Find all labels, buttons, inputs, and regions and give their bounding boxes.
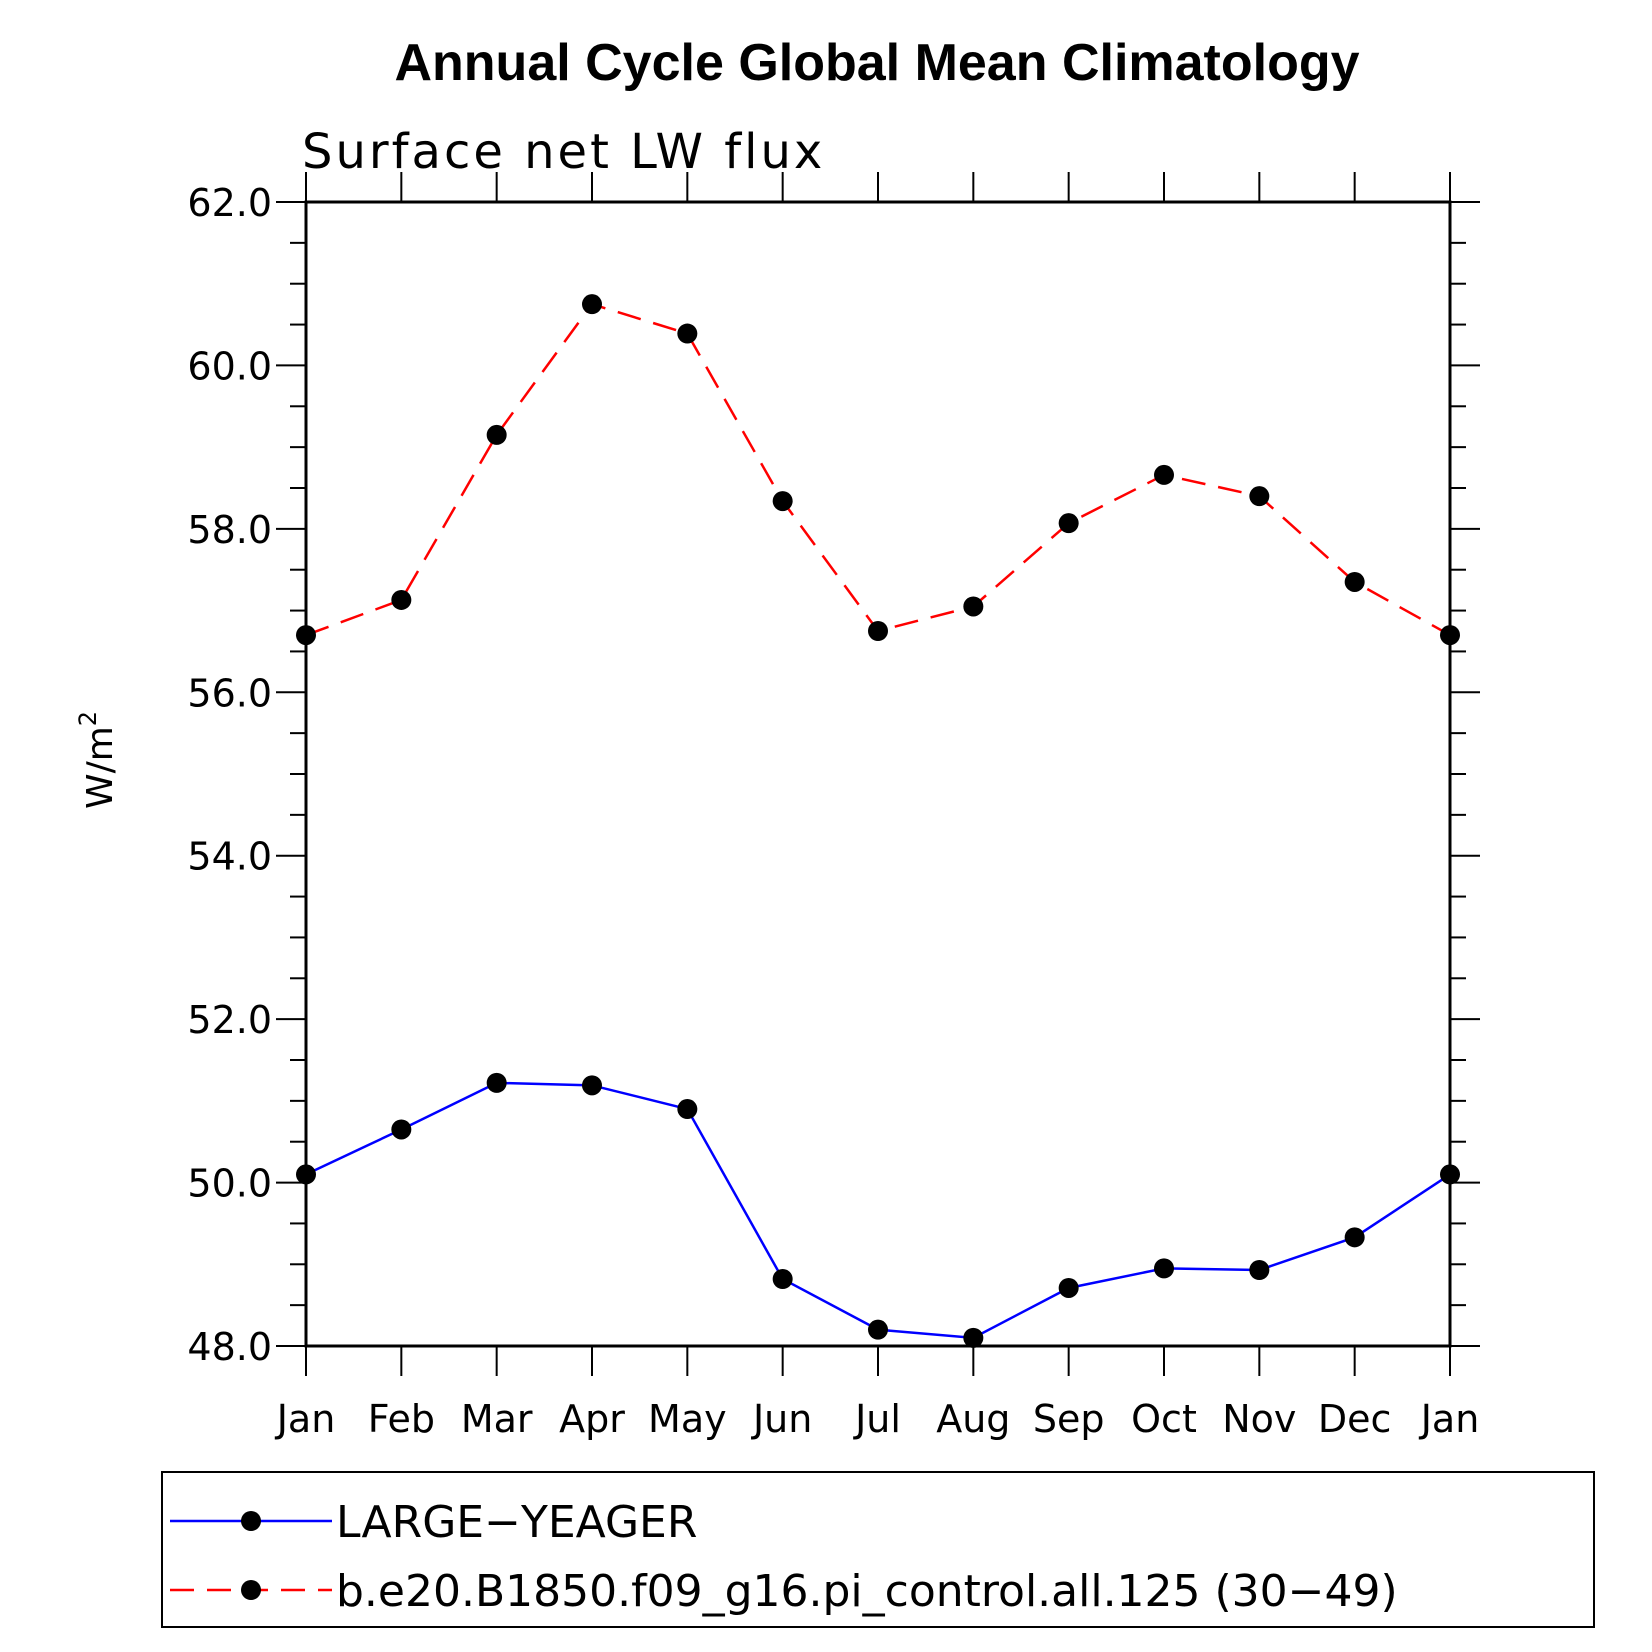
series-1-point	[486, 424, 507, 445]
x-tick-label: Jun	[751, 1397, 812, 1441]
svg-text:W/m2: W/m2	[74, 711, 121, 809]
series-1-point	[391, 589, 412, 610]
x-tick-label: Apr	[559, 1397, 625, 1441]
y-tick-label: 58.0	[187, 508, 272, 552]
series-0-point	[1249, 1260, 1270, 1281]
series-0-point	[963, 1327, 984, 1348]
series-0-point	[1154, 1258, 1174, 1279]
legend-label-1: b.e20.B1850.f09_g16.pi_control.all.125 (…	[336, 1566, 1398, 1617]
series-0-point	[868, 1319, 888, 1340]
x-tick-label: Jul	[853, 1397, 901, 1441]
y-tick-label: 50.0	[187, 1162, 272, 1206]
x-tick-label: Aug	[936, 1397, 1010, 1441]
y-tick-label: 48.0	[187, 1325, 272, 1369]
x-tick-label: Sep	[1033, 1397, 1105, 1441]
series-1-point	[868, 621, 888, 641]
legend-marker-0	[241, 1511, 261, 1531]
series-1-point	[1154, 464, 1174, 485]
chart-subtitle: Surface net LW flux	[302, 124, 825, 180]
y-axis-label-superscript: 2	[74, 711, 102, 726]
series-0-point	[1058, 1277, 1079, 1298]
y-tick-label: 60.0	[187, 344, 272, 388]
series-1-point	[1344, 571, 1365, 592]
y-axis-label: W/m2	[74, 711, 121, 809]
series-1-point	[582, 294, 602, 315]
series-1-point	[1249, 486, 1270, 507]
x-tick-label: Nov	[1222, 1397, 1296, 1441]
y-tick-label: 54.0	[187, 835, 272, 879]
legend: LARGE−YEAGER b.e20.B1850.f09_g16.pi_contr…	[161, 1471, 1595, 1628]
series-1-point	[296, 625, 316, 646]
y-tick-label: 56.0	[187, 671, 272, 715]
series-0-point	[486, 1072, 507, 1093]
series-0-point	[677, 1099, 698, 1120]
axes	[304, 200, 1452, 1348]
series-1-point	[1058, 513, 1079, 534]
series-0-point	[296, 1164, 316, 1185]
series-line-1	[305, 302, 1451, 637]
y-tick-label: 62.0	[187, 181, 272, 225]
x-tick-label: Feb	[368, 1397, 435, 1441]
legend-entries: LARGE−YEAGER b.e20.B1850.f09_g16.pi_contr…	[170, 1497, 1398, 1617]
series-lines	[305, 302, 1451, 1340]
plot-frame	[304, 200, 1452, 1348]
x-tick-label: May	[648, 1397, 727, 1441]
y-ticks: 48.0 50.0 52.0 54.0 56.0 58.0 60.0 62.0	[187, 181, 1480, 1369]
legend-label-0: LARGE−YEAGER	[336, 1497, 697, 1548]
x-tick-label: Dec	[1318, 1397, 1392, 1441]
series-0-point	[1344, 1227, 1365, 1248]
x-ticks: Jan Feb Mar Apr May Jun Jul Aug Sep Oct Nov Dec Jan	[275, 172, 1480, 1441]
series-1-point	[963, 596, 984, 617]
legend-box	[161, 1471, 1595, 1628]
y-axis-label-text: W/m	[80, 726, 121, 809]
x-tick-label: Jan	[1419, 1397, 1480, 1441]
series-0-point	[391, 1119, 412, 1140]
series-1-point	[772, 491, 793, 512]
series-0-point	[1440, 1164, 1460, 1185]
series-1-point	[677, 323, 698, 344]
series-0-point	[772, 1268, 793, 1289]
series-1-point	[1440, 625, 1460, 646]
series-0-point	[582, 1075, 602, 1096]
x-tick-label: Mar	[461, 1397, 533, 1441]
x-tick-label: Oct	[1131, 1397, 1197, 1441]
x-tick-label: Jan	[275, 1397, 336, 1441]
legend-marker-1	[241, 1580, 261, 1600]
series-markers	[296, 294, 1460, 1348]
chart-title: Annual Cycle Global Mean Climatology	[394, 34, 1359, 92]
series-line-0	[305, 1081, 1451, 1340]
y-tick-label: 52.0	[187, 998, 272, 1042]
